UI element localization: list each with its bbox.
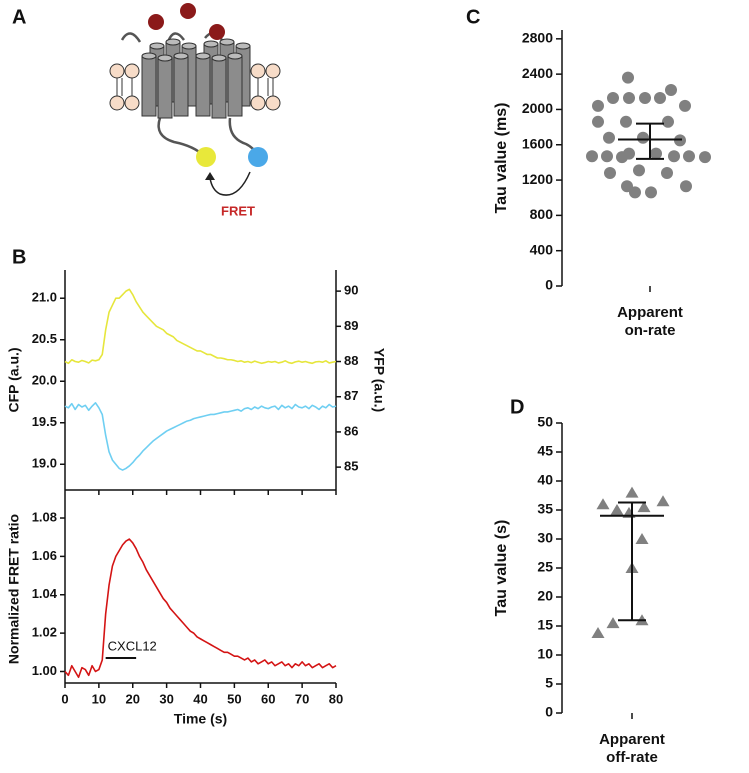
receptor-schematic (109, 3, 281, 196)
y2-tick-label: 89 (344, 318, 358, 333)
y-tick-label: 20.0 (32, 373, 57, 388)
y2-tick-label: 87 (344, 388, 358, 403)
x-tick-label: 30 (159, 691, 173, 706)
y-tick-label: 2800 (522, 30, 553, 46)
y-tick-label: 10 (537, 646, 553, 662)
y2-tick-label: 86 (344, 423, 358, 438)
y-tick-label: 1.08 (32, 509, 57, 524)
y-tick-label: 15 (537, 617, 553, 633)
y-tick-label: 45 (537, 443, 553, 459)
y-tick-label: 19.5 (32, 414, 57, 429)
data-point (592, 115, 604, 128)
y-tick-label: 0 (545, 277, 553, 293)
data-point (610, 504, 624, 515)
data-point (639, 91, 651, 104)
data-point (596, 498, 610, 510)
y-tick-label: 1.06 (32, 548, 57, 563)
panel-label: C (466, 6, 480, 28)
data-point (603, 131, 615, 144)
y-tick-label: 35 (537, 501, 553, 517)
y-axis-title: Normalized FRET ratio (6, 514, 22, 664)
data-point (601, 150, 613, 163)
data-point (591, 626, 605, 638)
y-axis-title: CFP (a.u.) (6, 347, 22, 412)
x-axis-title: Time (s) (174, 711, 227, 727)
data-point (654, 91, 666, 104)
data-point (662, 115, 674, 128)
x-tick-label: 60 (261, 691, 275, 706)
data-point (616, 151, 628, 164)
y-tick-label: 0 (545, 704, 553, 720)
data-point (680, 180, 692, 193)
category-label: Apparent on-rate (617, 304, 683, 339)
data-point (650, 147, 662, 160)
panel-label: B (12, 246, 26, 268)
data-point (637, 501, 651, 513)
x-tick-label: 70 (295, 691, 309, 706)
data-point (625, 486, 639, 498)
y-tick-label: 25 (537, 559, 553, 575)
data-point (586, 150, 598, 163)
y-tick-label: 20 (537, 588, 553, 604)
series-line (64, 402, 337, 471)
y-tick-label: 19.0 (32, 456, 57, 471)
y-axis-title: Tau value (ms) (493, 103, 510, 214)
x-tick-label: 0 (61, 691, 68, 706)
data-point (635, 533, 649, 544)
data-point (629, 186, 641, 199)
category-label-box: Apparent on-rate (617, 304, 683, 339)
data-point (633, 164, 645, 177)
data-point (606, 617, 620, 629)
y-tick-label: 40 (537, 472, 553, 488)
fret-label: FRET (221, 203, 255, 218)
data-point (699, 151, 711, 164)
y-tick-label: 800 (530, 206, 554, 222)
data-point (620, 115, 632, 128)
data-point (665, 84, 677, 97)
stimulus-label: CXCL12 (108, 638, 157, 653)
y-axis-title: Tau value (s) (493, 520, 510, 617)
data-point (622, 71, 634, 84)
x-tick-label: 10 (92, 691, 106, 706)
data-point (604, 167, 616, 180)
x-tick-label: 20 (126, 691, 140, 706)
y2-tick-label: 88 (344, 353, 358, 368)
panel-label: D (510, 396, 524, 418)
data-point (607, 91, 619, 104)
y-tick-label: 2400 (522, 65, 553, 81)
y-tick-label: 50 (537, 414, 553, 430)
y-tick-label: 2000 (522, 100, 553, 116)
panel-label: A (12, 6, 26, 28)
series-line (64, 538, 337, 679)
x-tick-label: 80 (329, 691, 343, 706)
category-label: Apparent off-rate (599, 731, 665, 766)
y-tick-label: 5 (545, 675, 553, 691)
data-point (645, 186, 657, 199)
y-tick-label: 1.04 (32, 586, 58, 601)
y2-tick-label: 90 (344, 283, 358, 298)
y-tick-label: 21.0 (32, 290, 57, 305)
data-point (592, 99, 604, 112)
data-point (637, 131, 649, 144)
y-tick-label: 20.5 (32, 331, 57, 346)
series-line (64, 288, 337, 365)
y-tick-label: 1.00 (32, 663, 57, 678)
data-point (679, 99, 691, 112)
data-point (623, 91, 635, 104)
category-label-box: Apparent off-rate (599, 731, 665, 766)
x-tick-label: 40 (193, 691, 207, 706)
y-tick-label: 30 (537, 530, 553, 546)
y-tick-label: 1600 (522, 135, 553, 151)
data-point (656, 495, 670, 507)
y-tick-label: 400 (530, 241, 554, 257)
y2-axis-title: YFP (a.u.) (371, 348, 387, 412)
y-tick-label: 1200 (522, 171, 553, 187)
y-tick-label: 1.02 (32, 625, 57, 640)
data-point (668, 150, 680, 163)
data-point (683, 150, 695, 163)
y2-tick-label: 85 (344, 459, 358, 474)
data-point (661, 167, 673, 180)
x-tick-label: 50 (227, 691, 241, 706)
